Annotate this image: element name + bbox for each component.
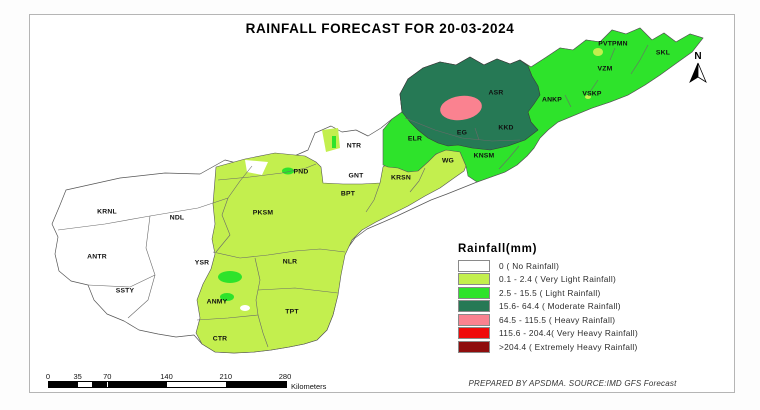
district-label-knsm: KNSM xyxy=(473,152,495,160)
district-label-ctr: CTR xyxy=(212,335,228,343)
legend-item-moderate: 15.6- 64.4 ( Moderate Rainfall) xyxy=(458,300,718,314)
district-label-asr: ASR xyxy=(488,89,504,97)
district-label-gnt: GNT xyxy=(348,172,364,180)
district-label-krnl: KRNL xyxy=(97,208,117,216)
scale-tick-280: 280 xyxy=(278,372,292,381)
patch-vskp-light xyxy=(585,95,591,99)
district-label-ysr: YSR xyxy=(194,259,210,267)
patch-pnd-white xyxy=(245,160,268,175)
scale-unit: Kilometers xyxy=(291,382,327,391)
scale-tick-70: 70 xyxy=(103,372,112,381)
rainfall-legend: Rainfall(mm) 0 ( No Rainfall) 0.1 - 2.4 (… xyxy=(458,243,718,354)
scale-tick-0: 0 xyxy=(45,372,51,381)
map-footer: PREPARED BY APSDMA. SOURCE:IMD GFS Forec… xyxy=(468,379,677,388)
district-label-krsn: KRSN xyxy=(390,174,412,182)
scale-tick-35: 35 xyxy=(73,372,82,381)
legend-label: 0.1 - 2.4 ( Very Light Rainfall) xyxy=(499,274,617,285)
district-label-tpt: TPT xyxy=(285,308,299,316)
north-indicator: N xyxy=(686,52,710,89)
district-label-ankp: ANKP xyxy=(541,96,563,104)
legend-item-very_heavy: 115.6 - 204.4( Very Heavy Rainfall) xyxy=(458,327,718,341)
scale-tick-labels: 0 35 70 140 210 280 xyxy=(45,372,348,381)
district-label-vzm: VZM xyxy=(597,65,613,73)
legend-swatch-very_heavy xyxy=(458,327,490,340)
district-label-bpt: BPT xyxy=(340,190,356,198)
district-label-nlr: NLR xyxy=(282,258,298,266)
legend-label: 0 ( No Rainfall) xyxy=(499,260,560,271)
district-boundaries xyxy=(57,44,649,348)
map-title: RAINFALL FORECAST FOR 20-03-2024 xyxy=(245,21,515,36)
legend-item-no_rainfall: 0 ( No Rainfall) xyxy=(458,259,718,273)
district-label-wg: WG xyxy=(441,157,455,165)
scale-segment xyxy=(226,382,287,387)
district-label-anmy: ANMY xyxy=(206,298,228,306)
legend-label: 115.6 - 204.4( Very Heavy Rainfall) xyxy=(499,328,639,339)
scale-segment xyxy=(167,382,227,387)
legend-swatch-moderate xyxy=(458,300,490,313)
district-label-pksm: PKSM xyxy=(252,209,274,217)
scale-segment xyxy=(78,382,94,387)
north-label: N xyxy=(694,51,702,62)
legend-item-very_light: 0.1 - 2.4 ( Very Light Rainfall) xyxy=(458,273,718,287)
legend-label: >204.4 ( Extremely Heavy Rainfall) xyxy=(499,341,638,352)
scale-strip xyxy=(48,381,287,388)
district-label-antr: ANTR xyxy=(87,253,107,261)
legend-item-extremely_heavy: >204.4 ( Extremely Heavy Rainfall) xyxy=(458,340,718,354)
district-label-ssty: SSTY xyxy=(115,287,135,295)
district-label-ndl: NDL xyxy=(169,214,185,222)
legend-swatch-light xyxy=(458,286,490,299)
scale-tick-140: 140 xyxy=(160,372,173,381)
district-label-pnd: PND xyxy=(293,168,309,176)
district-label-pvtpmn: PVTPMN xyxy=(598,40,628,48)
patch-anmy-light-1 xyxy=(218,271,242,283)
legend-item-heavy: 64.5 - 115.5 ( Heavy Rainfall) xyxy=(458,313,718,327)
patch-pvtpmn-light xyxy=(593,48,603,56)
legend-rows: 0 ( No Rainfall) 0.1 - 2.4 ( Very Light R… xyxy=(458,259,718,354)
north-arrow-icon xyxy=(689,62,707,84)
legend-label: 2.5 - 15.5 ( Light Rainfall) xyxy=(499,287,601,298)
patch-tpt-white xyxy=(240,305,250,311)
district-label-skl: SKL xyxy=(655,49,671,57)
scale-segment xyxy=(93,382,109,387)
patch-pnd-light xyxy=(282,167,294,175)
district-label-vskp: VSKP xyxy=(582,90,602,98)
district-label-ntr: NTR xyxy=(346,142,362,150)
legend-swatch-very_light xyxy=(458,273,490,286)
scale-tick-210: 210 xyxy=(219,372,233,381)
zone-heavy-rainfall-pocket xyxy=(440,95,482,121)
legend-title: Rainfall(mm) xyxy=(458,243,538,255)
legend-label: 15.6- 64.4 ( Moderate Rainfall) xyxy=(499,301,621,312)
district-label-elr: ELR xyxy=(407,135,423,143)
district-label-kkd: KKD xyxy=(498,124,514,132)
patch-anmy-light-2 xyxy=(220,293,234,301)
scale-bar: 0 35 70 140 210 280 Kilometers xyxy=(45,372,348,392)
patch-ntr-bar xyxy=(332,136,336,148)
legend-swatch-extremely_heavy xyxy=(458,340,490,353)
district-label-eg: EG xyxy=(456,129,468,137)
scale-segment xyxy=(108,382,168,387)
legend-swatch-heavy xyxy=(458,313,490,326)
legend-label: 64.5 - 115.5 ( Heavy Rainfall) xyxy=(499,314,616,325)
scale-segment xyxy=(49,382,79,387)
legend-swatch-no_rainfall xyxy=(458,259,490,272)
legend-item-light: 2.5 - 15.5 ( Light Rainfall) xyxy=(458,286,718,300)
